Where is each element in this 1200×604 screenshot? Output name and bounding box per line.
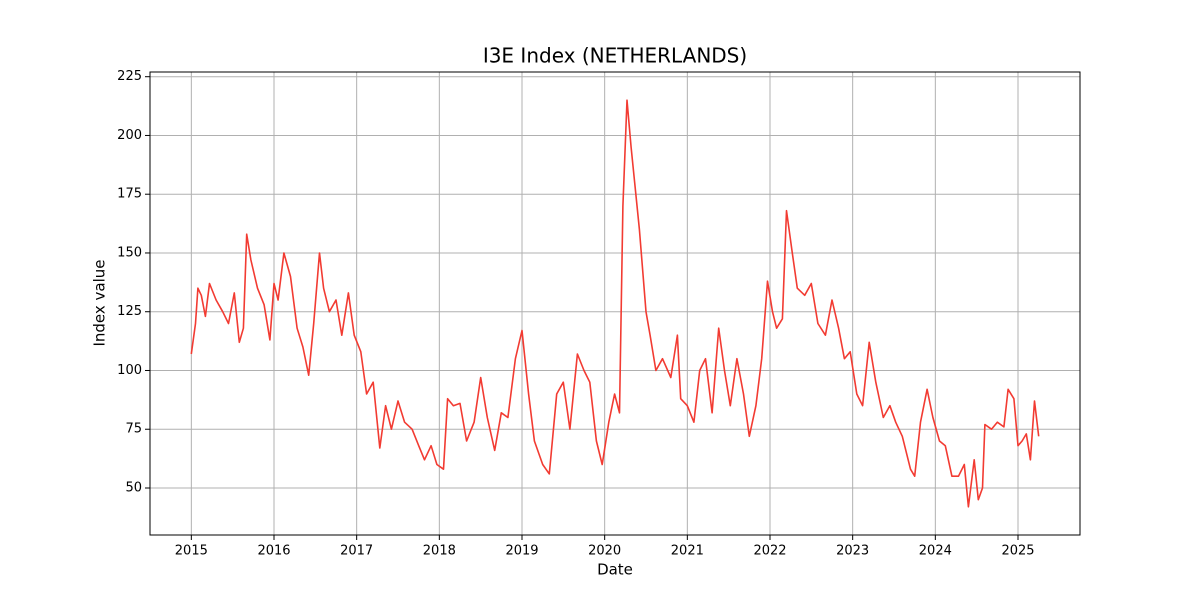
plot-frame bbox=[149, 71, 1081, 536]
chart-title: I3E Index (NETHERLANDS) bbox=[483, 44, 747, 68]
x-tick-label: 2019 bbox=[505, 544, 538, 559]
x-tick-label: 2015 bbox=[175, 544, 208, 559]
x-tick-label: 2022 bbox=[753, 544, 786, 559]
x-tick-label: 2016 bbox=[257, 544, 290, 559]
x-tick-label: 2020 bbox=[588, 544, 621, 559]
x-tick-label: 2021 bbox=[671, 544, 704, 559]
x-axis-label: Date bbox=[597, 561, 633, 579]
y-tick-label: 200 bbox=[117, 128, 142, 143]
x-tick-label: 2017 bbox=[340, 544, 373, 559]
y-tick-label: 100 bbox=[117, 363, 142, 378]
x-tick-label: 2023 bbox=[836, 544, 869, 559]
data-line bbox=[190, 99, 1040, 508]
x-tick-label: 2025 bbox=[1001, 544, 1034, 559]
x-tick-label: 2024 bbox=[919, 544, 952, 559]
y-tick-label: 175 bbox=[117, 187, 142, 202]
y-tick-label: 50 bbox=[125, 480, 142, 495]
y-tick-label: 225 bbox=[117, 69, 142, 84]
y-tick-label: 150 bbox=[117, 245, 142, 260]
x-tick-label: 2018 bbox=[423, 544, 456, 559]
y-axis-label: Index value bbox=[91, 259, 109, 346]
y-tick-label: 75 bbox=[125, 422, 142, 437]
y-tick-label: 125 bbox=[117, 304, 142, 319]
